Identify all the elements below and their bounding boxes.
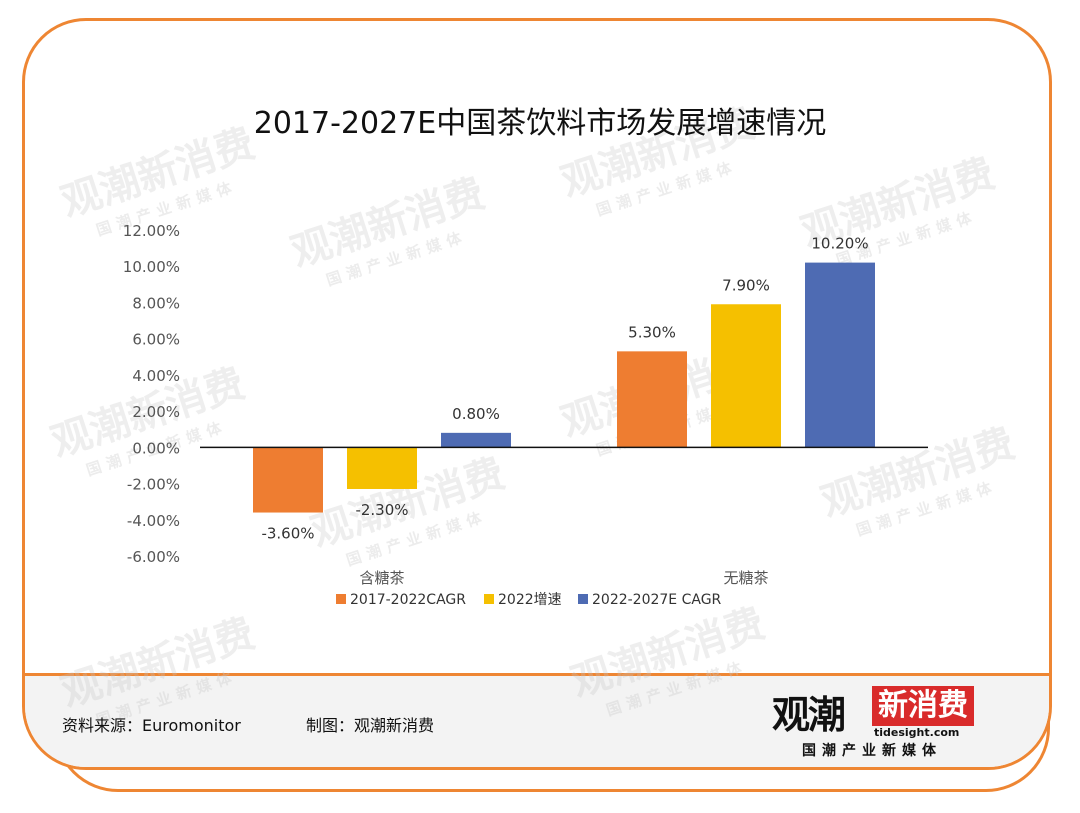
maker-note: 制图：观潮新消费 [306,716,435,735]
bar-series [253,262,875,513]
y-tick-label: 6.00% [132,331,180,349]
logo-badge: 新消费 [872,686,974,726]
y-tick-label: 10.00% [123,258,180,276]
bar [253,447,323,513]
x-category-label: 无糖茶 [723,569,768,587]
y-tick-label: 4.00% [132,367,180,385]
bar-value-label: 10.20% [811,235,868,253]
legend-label: 2022-2027E CAGR [592,592,722,608]
logo-wordmark: 观潮 [772,693,846,737]
legend-label: 2022增速 [498,592,562,608]
y-tick-label: -6.00% [127,548,180,566]
bar-value-label: -2.30% [355,501,408,519]
bar [711,304,781,448]
bar [441,432,511,448]
bar [347,447,417,489]
y-tick-label: -4.00% [127,512,180,530]
x-category-label: 含糖茶 [359,569,404,587]
chart-legend: 2017-2022CAGR 2022增速 2022-2027E CAGR [336,592,722,608]
y-tick-label: 8.00% [132,294,180,312]
logo-tagline: 国潮产业新媒体 [802,743,942,759]
bar-value-label: 7.90% [722,276,770,294]
y-tick-label: 0.00% [132,439,180,457]
legend-swatch [578,594,588,604]
y-axis-ticks: 12.00% 10.00% 8.00% 6.00% 4.00% 2.00% 0.00% -2.… [123,222,180,566]
legend-label: 2017-2022CAGR [350,592,466,608]
x-axis-categories: 含糖茶 无糖茶 [359,569,768,587]
bar-value-label: 5.30% [628,323,676,341]
card-frame [22,18,1052,770]
bar-value-label: 0.80% [452,405,500,423]
y-tick-label: 12.00% [123,222,180,240]
bar-value-label: -3.60% [261,525,314,543]
data-labels: -3.60% -2.30% 0.80% 5.30% 7.90% 10.20% [261,235,868,543]
bar [805,262,875,448]
legend-swatch [336,594,346,604]
bar [617,351,687,448]
brand-logo: 观潮 新消费 tidesight.com 国潮产业新媒体 [772,684,994,764]
legend-swatch [484,594,494,604]
y-tick-label: 2.00% [132,403,180,421]
y-tick-label: -2.00% [127,476,180,494]
chart-title: 2017-2027E中国茶饮料市场发展增速情况 [253,106,827,141]
logo-domain: tidesight.com [874,726,960,739]
source-note: 资料来源：Euromonitor [62,716,241,735]
